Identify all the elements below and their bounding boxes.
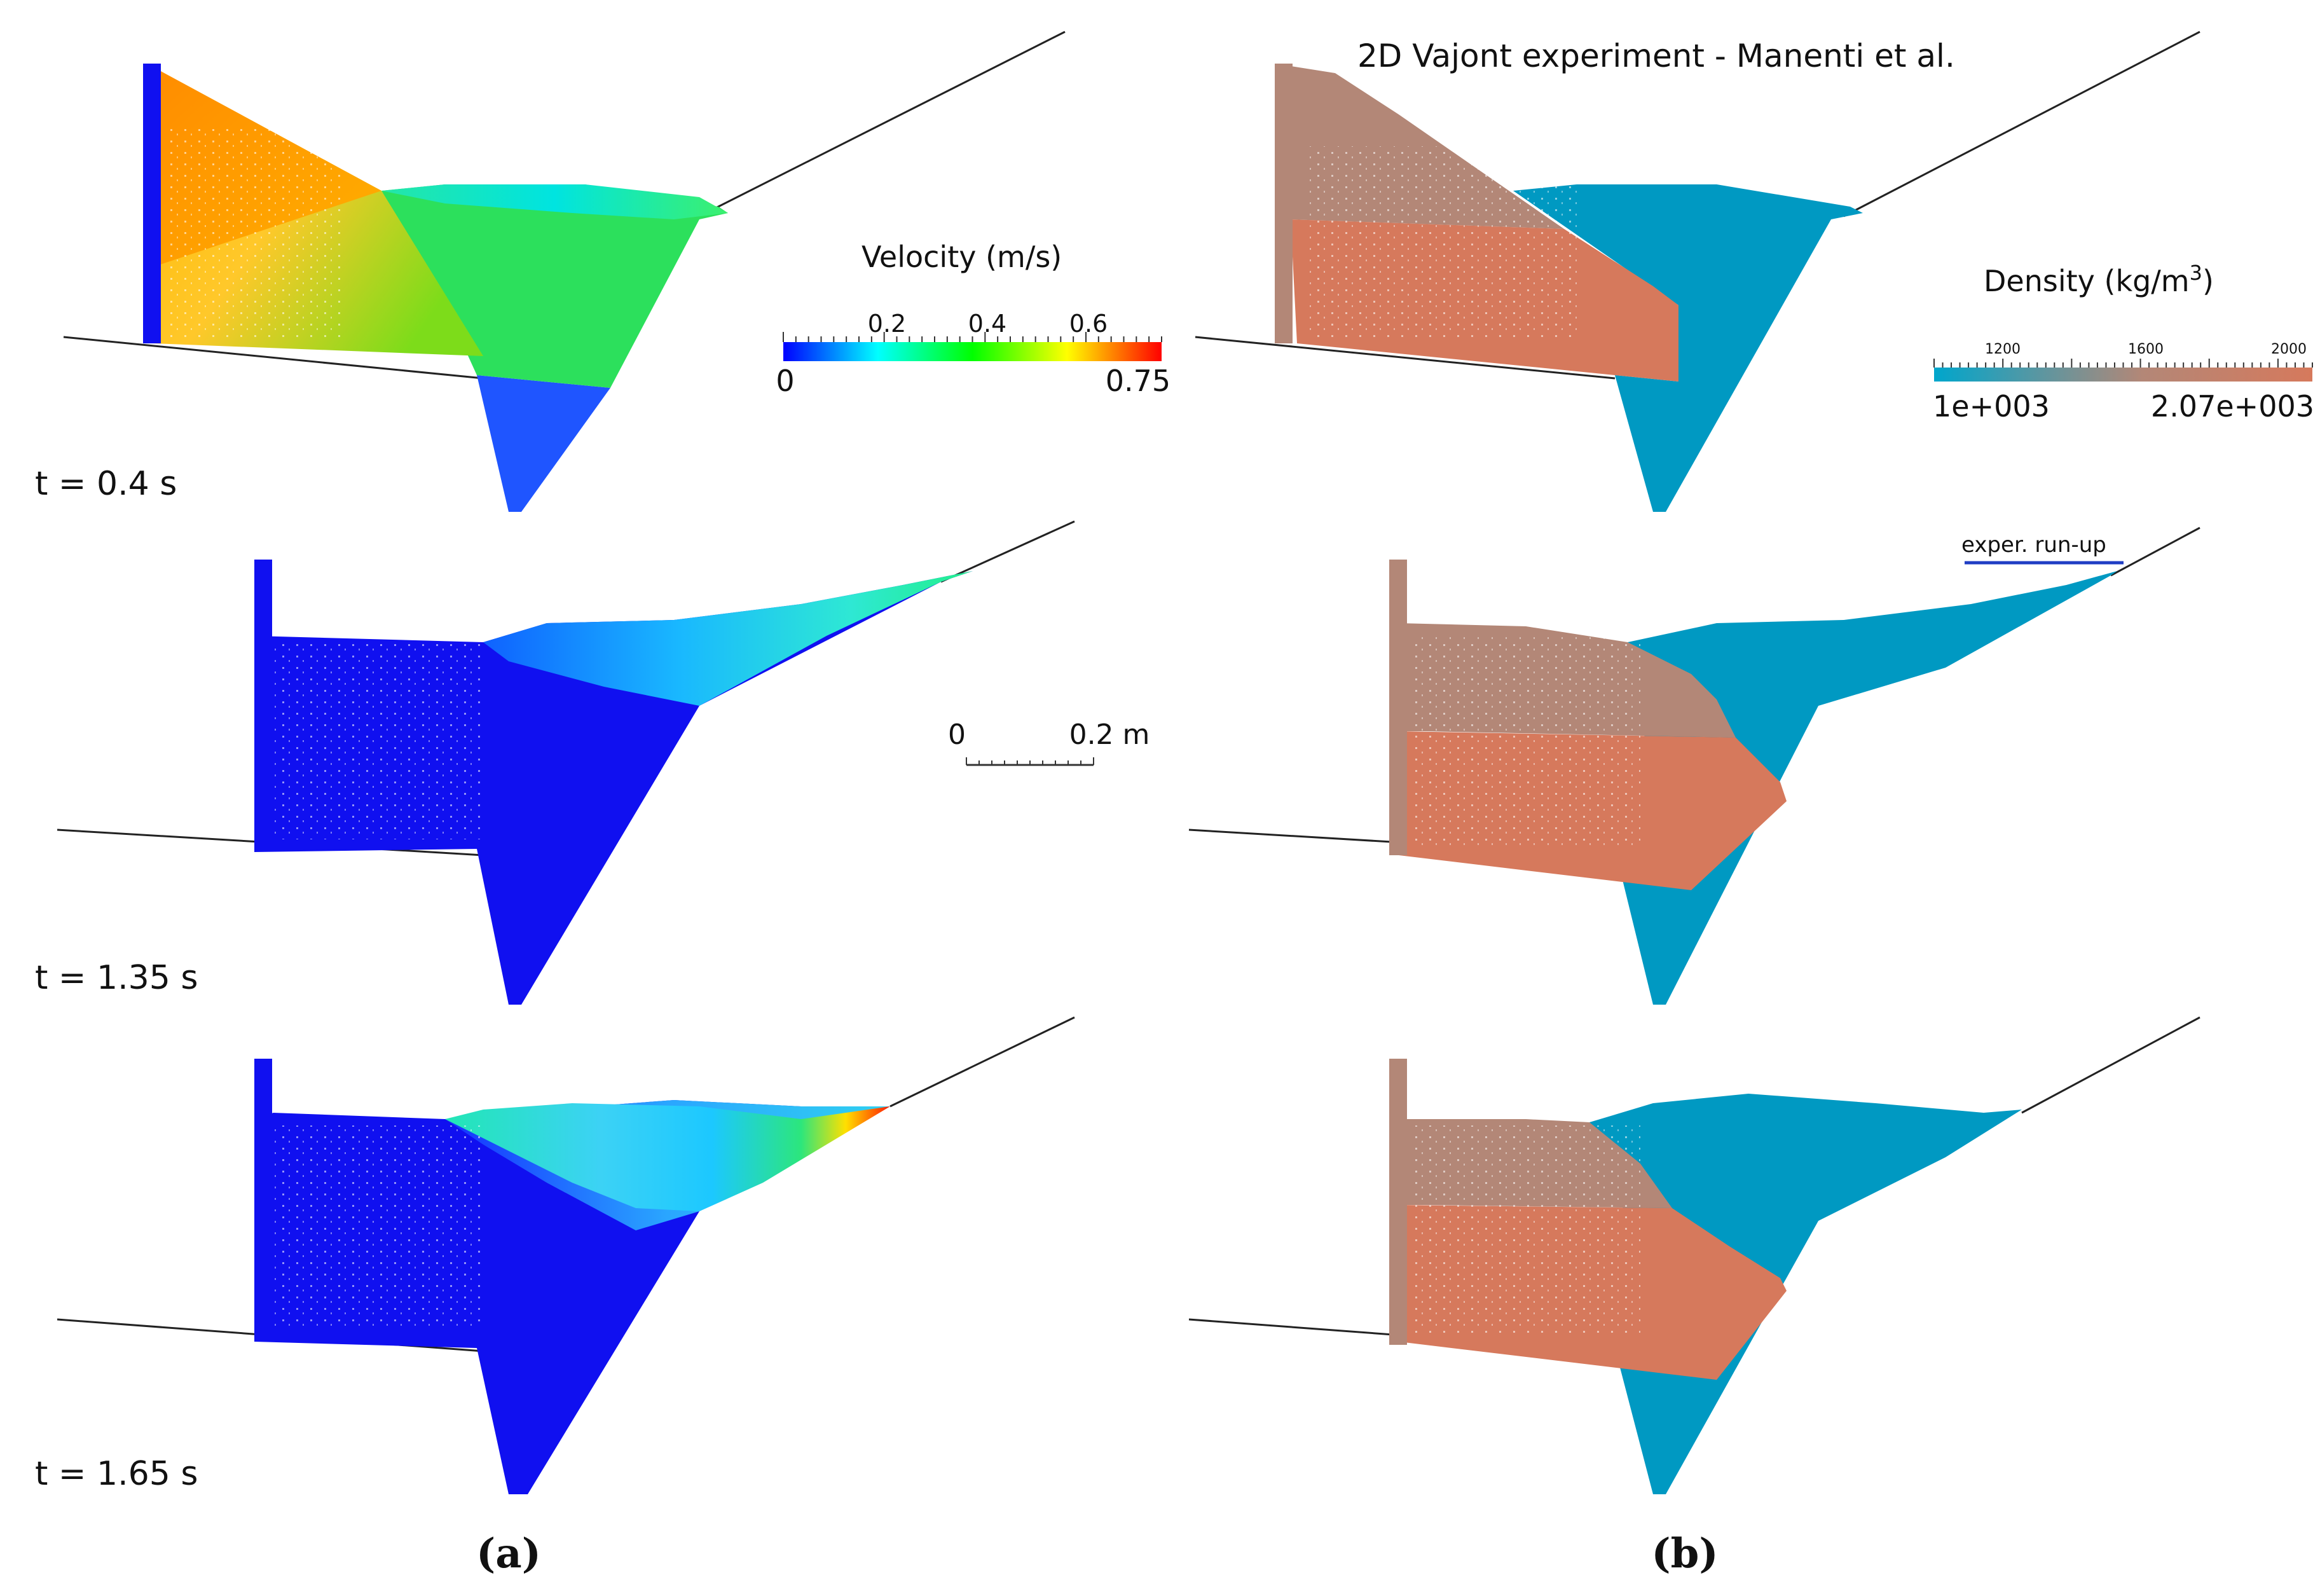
slide-dots — [1411, 1125, 1640, 1335]
panel-a-label: (a) — [476, 1530, 541, 1578]
density-legend-title-close: ) — [2202, 264, 2214, 298]
slope-line — [1843, 31, 2200, 217]
wave-crest — [483, 571, 973, 706]
gate-wall — [143, 64, 161, 343]
gate-wall — [254, 1059, 272, 1342]
velocity-min-label: 0 — [776, 364, 794, 398]
gate-wall — [1389, 560, 1407, 855]
slide-dots — [273, 1125, 483, 1329]
wave-crest — [445, 1103, 890, 1211]
water-body — [1589, 1094, 2022, 1494]
density-max-label: 2.07e+003 — [2151, 389, 2314, 423]
density-colorbar — [1934, 368, 2312, 382]
scale-bar-right-label: 0.2 m — [1069, 719, 1150, 751]
density-ticks — [1933, 359, 2313, 368]
slope-line — [2021, 1016, 2200, 1114]
density-legend-title-text: Density (kg/m — [1984, 264, 2190, 298]
panel-b-label: (b) — [1651, 1530, 1718, 1578]
velocity-frame-t2 — [57, 520, 1075, 1005]
gate-wall — [1275, 64, 1293, 343]
density-frame-t2: exper. run-up — [1188, 526, 2200, 1005]
time-label-3: t = 1.65 s — [35, 1455, 198, 1493]
velocity-max-label: 0.75 — [1106, 364, 1170, 398]
slope-line — [1195, 336, 1616, 380]
density-legend: Density (kg/m3) 1200 1600 2000 1e+003 2.… — [1933, 261, 2314, 423]
landslide-dots — [165, 127, 343, 337]
velocity-tick-label: 0.4 — [968, 310, 1006, 338]
slide-dots — [273, 642, 483, 839]
velocity-legend-title: Velocity (m/s) — [861, 240, 1062, 274]
density-tick-label: 1200 — [1985, 341, 2021, 357]
panel-b: 2D Vajont experiment - Manenti et al. ex… — [1188, 31, 2314, 1578]
slope-line — [940, 520, 1075, 583]
slide-dots — [1411, 636, 1640, 846]
velocity-ticks — [783, 332, 1162, 342]
velocity-frame-t3 — [57, 1016, 1075, 1494]
water-body — [1513, 184, 1863, 512]
gate-wall — [254, 560, 272, 849]
density-frame-t1 — [1195, 31, 2200, 512]
density-frame-t3 — [1188, 1016, 2200, 1494]
scale-bar: 0 0.2 m — [948, 719, 1150, 766]
run-up-label: exper. run-up — [1961, 532, 2106, 558]
velocity-frame-t1 — [63, 31, 1066, 512]
scale-bar-left-label: 0 — [948, 719, 966, 751]
run-up-annotation: exper. run-up — [1961, 532, 2124, 565]
density-legend-title-sup: 3 — [2190, 261, 2202, 285]
density-tick-label: 2000 — [2271, 341, 2307, 357]
slope-line — [2110, 526, 2200, 577]
wave-crest — [381, 184, 728, 219]
panel-a: Velocity (m/s) 0.2 0.4 0.6 0 0.75 0 0.2 … — [35, 31, 1170, 1578]
time-label-1: t = 0.4 s — [35, 465, 177, 503]
time-label-2: t = 1.35 s — [35, 959, 198, 997]
scale-bar-ticks — [966, 757, 1094, 765]
slide-dots — [1310, 146, 1577, 337]
velocity-tick-label: 0.2 — [868, 310, 906, 338]
density-legend-title: Density (kg/m3) — [1984, 261, 2214, 298]
valley-water — [477, 375, 610, 512]
figure-title: 2D Vajont experiment - Manenti et al. — [1357, 38, 1955, 74]
velocity-tick-label: 0.6 — [1069, 310, 1108, 338]
density-tick-label: 1600 — [2128, 341, 2164, 357]
slope-line — [63, 336, 484, 380]
velocity-colorbar — [783, 342, 1162, 361]
velocity-legend: Velocity (m/s) 0.2 0.4 0.6 0 0.75 — [776, 240, 1170, 398]
slope-line — [889, 1016, 1075, 1108]
water-body — [1615, 571, 2117, 1005]
slope-line — [699, 31, 1066, 217]
density-min-label: 1e+003 — [1933, 389, 2050, 423]
gate-wall — [1389, 1059, 1407, 1345]
